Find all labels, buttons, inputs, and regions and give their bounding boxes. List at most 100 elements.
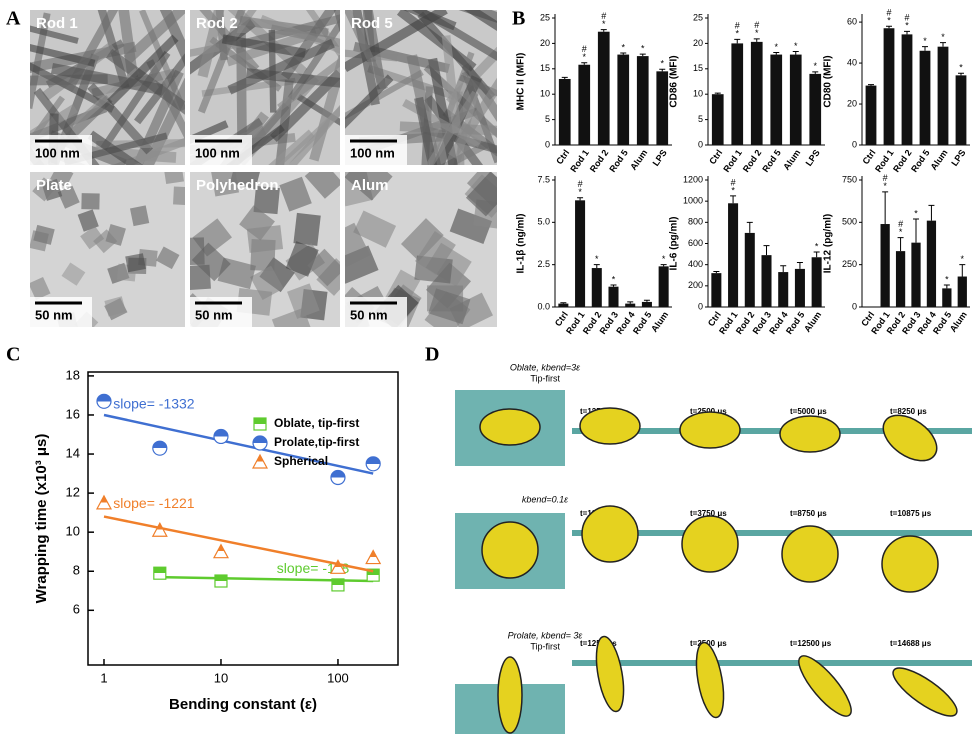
row-sublabel: Tip-first <box>530 373 560 383</box>
particle <box>377 10 457 31</box>
particle <box>293 212 321 246</box>
significance-mark: * <box>794 41 798 51</box>
y-tick-label: 2.5 <box>537 259 550 269</box>
particle-snapshot <box>679 411 741 449</box>
x-tick-label: Alum <box>781 148 802 172</box>
data-point <box>329 559 346 574</box>
particle <box>456 10 497 46</box>
legend-marker <box>253 417 267 431</box>
error-bar <box>600 29 607 32</box>
particle <box>345 172 393 201</box>
significance-mark: * <box>959 63 963 73</box>
thumbnail-top <box>455 382 565 390</box>
scale-label: 50 nm <box>35 307 73 322</box>
y-tick-label: 40 <box>847 57 857 67</box>
particle-thumb <box>479 408 541 446</box>
bar <box>711 273 722 307</box>
x-tick-label: 1 <box>100 670 107 685</box>
error-bar <box>882 191 889 225</box>
particle-snapshot <box>581 505 639 563</box>
y-tick-label: 0.0 <box>537 301 550 311</box>
error-bar <box>639 53 646 57</box>
particle <box>345 46 398 62</box>
x-tick-label: Ctrl <box>861 148 878 166</box>
scale-label: 100 nm <box>350 145 395 160</box>
x-tick-label: 10 <box>214 670 228 685</box>
particle <box>50 172 74 188</box>
significance-mark: * <box>883 181 887 191</box>
y-tick-label: 16 <box>66 406 80 421</box>
particle-snapshot <box>579 407 641 445</box>
bar <box>597 31 610 145</box>
y-tick-label: 400 <box>688 259 703 269</box>
membrane <box>572 530 972 536</box>
x-tick-label: LPS <box>651 148 669 168</box>
y-tick-label: 25 <box>693 12 703 22</box>
panel-letter: A <box>6 8 21 30</box>
particle <box>304 172 340 199</box>
micrograph: Rod 2 100 nm <box>190 10 340 165</box>
data-point <box>365 549 382 565</box>
micrograph-label: Plate <box>36 177 72 194</box>
x-tick-label: Rod 1 <box>721 148 744 174</box>
time-label: t=10875 μs <box>890 509 932 518</box>
x-tick-label: Rod 2 <box>588 148 611 174</box>
particle <box>210 172 240 197</box>
particle <box>446 25 497 106</box>
particle <box>93 229 118 254</box>
particle <box>30 230 49 252</box>
micrograph: Plate 50 nm <box>30 172 185 327</box>
x-tick-label: Alum <box>628 148 649 172</box>
particle-snapshot <box>798 655 852 717</box>
particle <box>221 34 306 58</box>
x-tick-label: LPS <box>949 148 967 168</box>
particle <box>190 120 229 165</box>
micrograph-label: Rod 5 <box>351 15 393 32</box>
particle <box>400 218 444 262</box>
particle <box>458 74 497 120</box>
particle <box>197 10 233 78</box>
error-bar <box>577 197 584 201</box>
legend-marker <box>252 435 268 451</box>
x-tick-label: Alum <box>948 310 969 334</box>
significance-mark: * <box>641 43 645 53</box>
y-axis-label: IL-6 (pg/ml) <box>669 217 680 271</box>
significance-mark: # <box>582 44 587 54</box>
significance-mark: * <box>731 185 735 195</box>
significance-mark: # <box>754 20 759 30</box>
significance-mark: * <box>612 274 616 284</box>
y-tick-label: 0 <box>852 139 857 149</box>
y-tick-label: 0 <box>545 139 550 149</box>
significance-mark: * <box>905 21 909 31</box>
bar <box>811 257 822 307</box>
y-axis-label: MHC II (MFI) <box>516 53 527 111</box>
particle <box>148 10 185 82</box>
particle <box>415 231 456 275</box>
particle <box>87 130 166 165</box>
error-bar <box>763 245 770 256</box>
time-label: t=2500 μs <box>690 639 727 648</box>
particle-thumb <box>497 656 523 734</box>
particle-snapshot <box>681 515 739 573</box>
particle <box>30 35 96 67</box>
particle <box>270 24 340 55</box>
significance-mark: * <box>662 254 666 264</box>
particle <box>50 62 164 96</box>
x-tick-label: Ctrl <box>707 148 724 166</box>
error-bar <box>620 52 627 55</box>
significance-mark: # <box>601 11 606 21</box>
bar <box>778 272 789 307</box>
significance-mark: * <box>582 52 586 62</box>
y-tick-label: 20 <box>693 38 703 48</box>
particle <box>104 296 126 317</box>
x-tick-label: Alum <box>928 148 949 172</box>
error-bar <box>713 271 720 274</box>
micrograph: Rod 5 100 nm <box>345 10 497 165</box>
error-bar <box>904 30 910 35</box>
data-point <box>151 521 168 537</box>
particle <box>345 74 394 145</box>
particle <box>428 288 471 325</box>
error-bar <box>928 204 935 221</box>
significance-mark: * <box>941 32 945 42</box>
bar <box>883 28 895 145</box>
